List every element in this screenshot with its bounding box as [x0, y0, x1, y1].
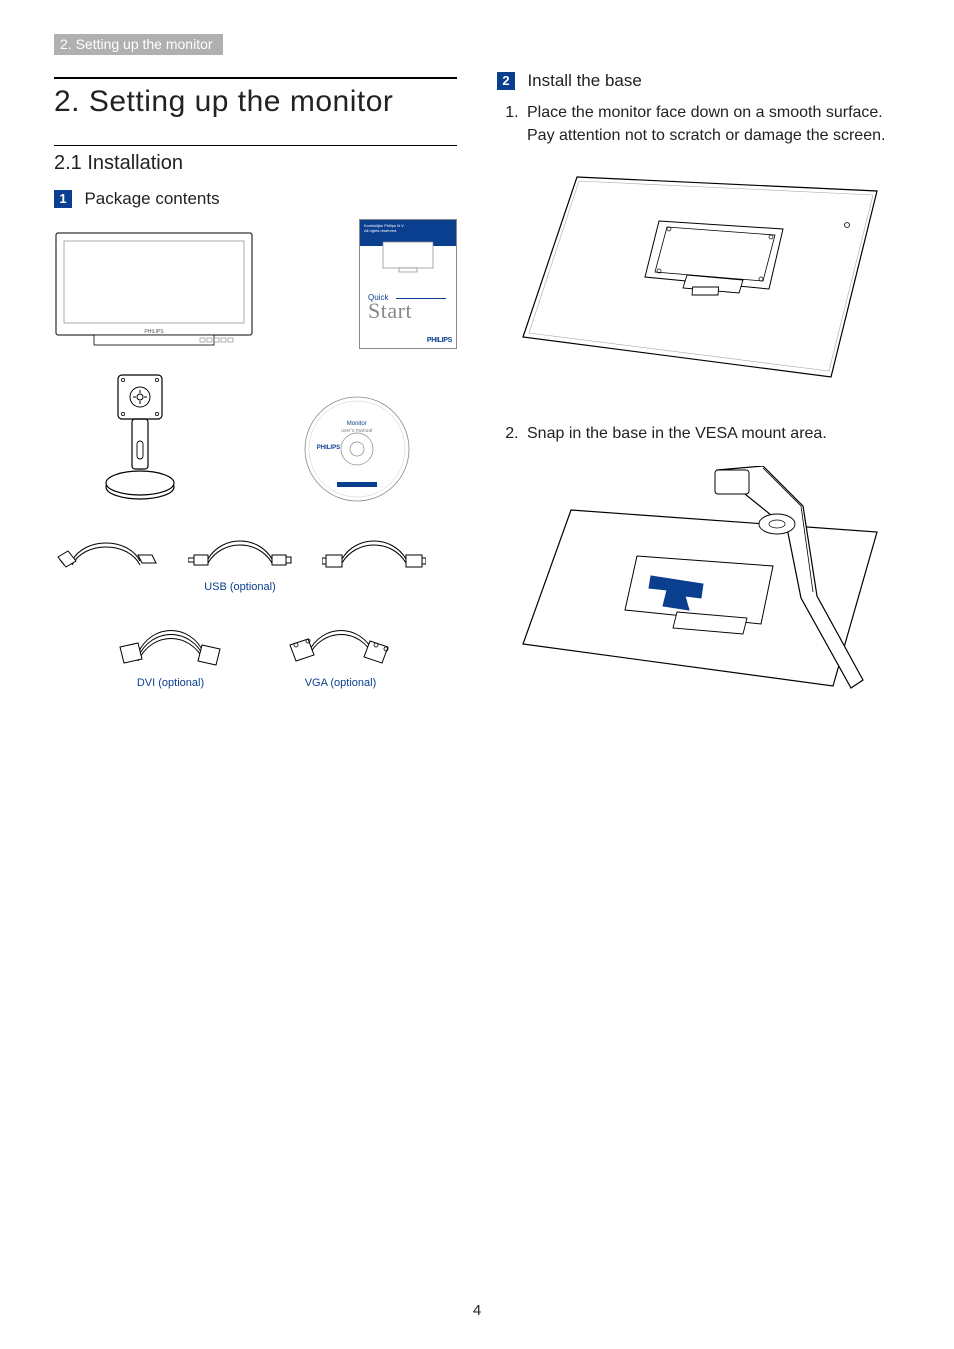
install-steps-list: Place the monitor face down on a smooth … [497, 101, 900, 147]
dvi-label: DVI (optional) [137, 677, 204, 689]
step-number-badge: 1 [54, 190, 72, 208]
monitor-icon: PHILIPS [54, 231, 254, 349]
two-column-layout: 2. Setting up the monitor 2.1 Installati… [54, 63, 900, 731]
vga-label: VGA (optional) [305, 677, 377, 689]
install-step-2: Snap in the base in the VESA mount area. [523, 422, 900, 445]
install-steps-list-2: Snap in the base in the VESA mount area. [497, 422, 900, 445]
monitor-snap-base-icon [517, 466, 897, 696]
step-number-badge: 2 [497, 72, 515, 90]
pkg-quickstart-guide: Koninklijke Philips N.V. All rights rese… [359, 219, 457, 349]
breadcrumb: 2. Setting up the monitor [54, 34, 223, 55]
usb-cable-icon [188, 527, 292, 575]
right-column: 2 Install the base Place the monitor fac… [497, 63, 900, 731]
pkg-power-cable [54, 527, 158, 575]
divider [54, 145, 457, 146]
usb-label: USB (optional) [204, 581, 276, 593]
stand-icon [100, 373, 180, 503]
pkg-cd: Monitor user's manual PHILIPS [303, 395, 411, 503]
power-cable-icon [54, 527, 158, 575]
manual-page: 2. Setting up the monitor 2. Setting up … [0, 0, 954, 1349]
left-column: 2. Setting up the monitor 2.1 Installati… [54, 63, 457, 731]
step-2-header: 2 Install the base [497, 71, 900, 91]
package-contents-grid: PHILIPS Koninklijke Philips N.V. All rig… [54, 219, 457, 689]
pkg-monitor: PHILIPS [54, 231, 254, 349]
pkg-stand [100, 373, 180, 503]
pkg-usb-cable: USB (optional) [188, 527, 292, 593]
pkg-dvi-cable: DVI (optional) [116, 617, 226, 689]
dp-cable-icon [322, 527, 426, 575]
illustration-snap-base [517, 466, 900, 701]
svg-text:PHILIPS: PHILIPS [144, 329, 164, 335]
dvi-cable-icon [116, 617, 226, 671]
step-2-title: Install the base [527, 71, 641, 90]
step-1-header: 1 Package contents [54, 189, 457, 209]
vga-cable-icon [286, 617, 396, 671]
illustration-face-down [517, 167, 900, 392]
section-title: 2.1 Installation [54, 152, 457, 175]
pkg-vga-cable: VGA (optional) [286, 617, 396, 689]
quickstart-cover-icon: Koninklijke Philips N.V. All rights rese… [359, 219, 457, 349]
chapter-title: 2. Setting up the monitor [54, 77, 457, 119]
monitor-facedown-icon [517, 167, 887, 387]
cd-icon: Monitor user's manual PHILIPS [303, 395, 411, 503]
step-1-title: Package contents [84, 189, 219, 208]
page-number: 4 [0, 1302, 954, 1319]
pkg-dp-cable [322, 527, 426, 575]
install-step-1: Place the monitor face down on a smooth … [523, 101, 900, 147]
